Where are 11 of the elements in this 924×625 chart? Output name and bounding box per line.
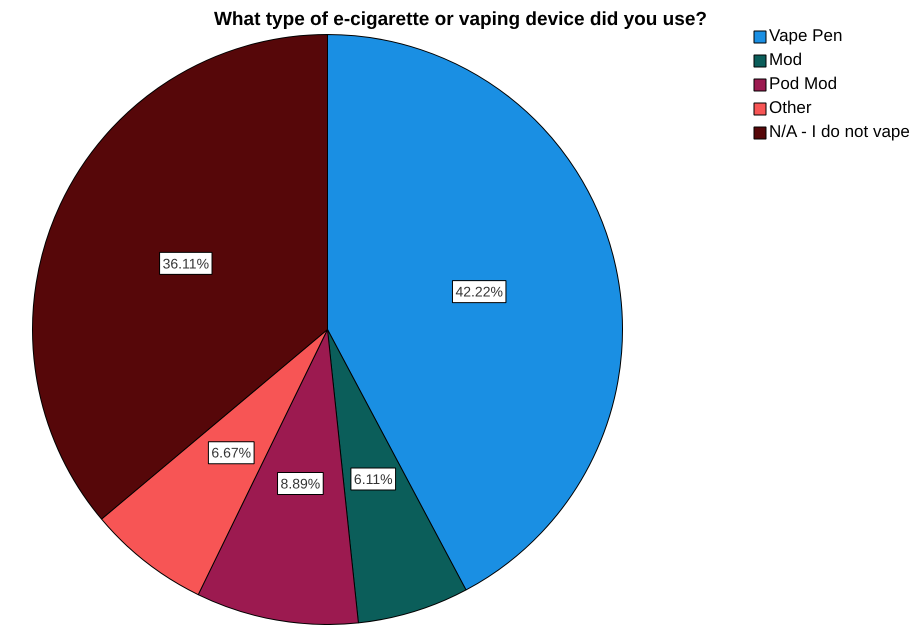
data-label: 36.11%: [162, 255, 210, 272]
chart-title: What type of e-cigarette or vaping device did you use?: [214, 9, 708, 30]
legend-label: Pod Mod: [769, 74, 838, 94]
data-label: 8.89%: [280, 475, 320, 492]
legend-label: Vape Pen: [769, 26, 842, 46]
data-label: 6.11%: [354, 471, 393, 488]
data-label: 42.22%: [455, 284, 503, 300]
data-label: 6.67%: [211, 444, 252, 461]
legend-label: N/A - I do not vape: [769, 122, 910, 142]
legend-label: Other: [769, 98, 812, 118]
legend-label: Mod: [769, 50, 802, 70]
